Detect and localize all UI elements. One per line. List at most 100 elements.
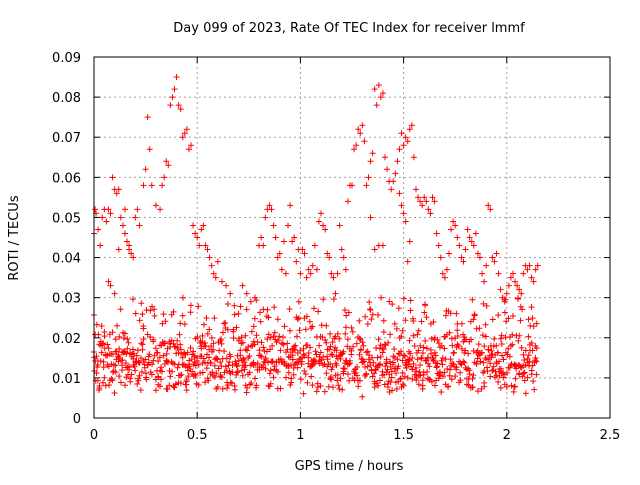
data-point [456, 242, 463, 249]
data-point [251, 341, 258, 348]
data-point [202, 379, 209, 386]
data-point [278, 340, 285, 347]
data-point [296, 327, 303, 334]
data-point [409, 354, 416, 361]
data-point [274, 316, 281, 323]
data-point [344, 198, 351, 205]
data-point [108, 376, 115, 383]
data-point [517, 303, 524, 310]
data-point [485, 202, 492, 209]
data-point [327, 330, 334, 337]
data-point [415, 327, 422, 334]
data-point [480, 359, 487, 366]
data-point [425, 206, 432, 213]
data-point [183, 126, 190, 133]
data-point [291, 234, 298, 241]
data-point [509, 313, 516, 320]
data-point [103, 218, 110, 225]
data-point [336, 222, 343, 229]
data-point [479, 270, 486, 277]
data-point [176, 331, 183, 338]
data-point [152, 387, 159, 394]
data-point [289, 238, 296, 245]
data-point [270, 333, 277, 340]
data-point [112, 362, 119, 369]
data-point [138, 340, 145, 347]
data-point [529, 362, 536, 369]
data-point [427, 210, 434, 217]
data-point [442, 312, 449, 319]
data-point [365, 174, 372, 181]
data-point [98, 349, 105, 356]
data-point [342, 330, 349, 337]
data-point [320, 362, 327, 369]
data-point [420, 344, 427, 351]
data-point [391, 320, 398, 327]
data-point [520, 370, 527, 377]
data-point [192, 362, 199, 369]
data-point [377, 353, 384, 360]
data-point [262, 214, 269, 221]
data-point [335, 382, 342, 389]
data-point [474, 388, 481, 395]
data-point [135, 377, 142, 384]
data-point [132, 310, 139, 317]
data-point [474, 250, 481, 257]
data-point [217, 359, 224, 366]
data-point [322, 336, 329, 343]
data-point [319, 334, 326, 341]
data-point [218, 374, 225, 381]
data-point [419, 377, 426, 384]
data-point [247, 298, 254, 305]
data-point [403, 365, 410, 372]
data-point [518, 290, 525, 297]
data-point [127, 375, 134, 382]
data-point [240, 355, 247, 362]
data-point [113, 322, 120, 329]
data-point [344, 371, 351, 378]
data-point [348, 324, 355, 331]
data-point [128, 371, 135, 378]
data-point [501, 298, 508, 305]
data-point [353, 142, 360, 149]
data-point [436, 370, 443, 377]
data-point [210, 340, 217, 347]
data-point [328, 366, 335, 373]
data-point [517, 317, 524, 324]
data-point [401, 373, 408, 380]
data-point [313, 388, 320, 395]
y-tick-label: 0.06 [52, 171, 81, 186]
data-point [302, 371, 309, 378]
data-point [417, 372, 424, 379]
data-point [209, 369, 216, 376]
data-point [285, 222, 292, 229]
data-point [532, 266, 539, 273]
data-point [102, 382, 109, 389]
data-point [400, 382, 407, 389]
data-point [181, 321, 188, 328]
data-point [306, 318, 313, 325]
data-point [376, 362, 383, 369]
data-point [106, 382, 113, 389]
data-point [458, 345, 465, 352]
data-point [520, 351, 527, 358]
data-point [392, 170, 399, 177]
data-point [482, 321, 489, 328]
data-point [113, 190, 120, 197]
data-point [489, 316, 496, 323]
data-point [169, 94, 176, 101]
data-point [532, 357, 539, 364]
data-point [469, 384, 476, 391]
data-point [231, 386, 238, 393]
data-point [387, 331, 394, 338]
data-point [332, 290, 339, 297]
data-point [460, 331, 467, 338]
data-point [351, 146, 358, 153]
data-point [121, 230, 128, 237]
data-point [364, 348, 371, 355]
data-point [238, 367, 245, 374]
data-point [411, 343, 418, 350]
data-point [139, 341, 146, 348]
data-point [228, 380, 235, 387]
data-point [280, 238, 287, 245]
